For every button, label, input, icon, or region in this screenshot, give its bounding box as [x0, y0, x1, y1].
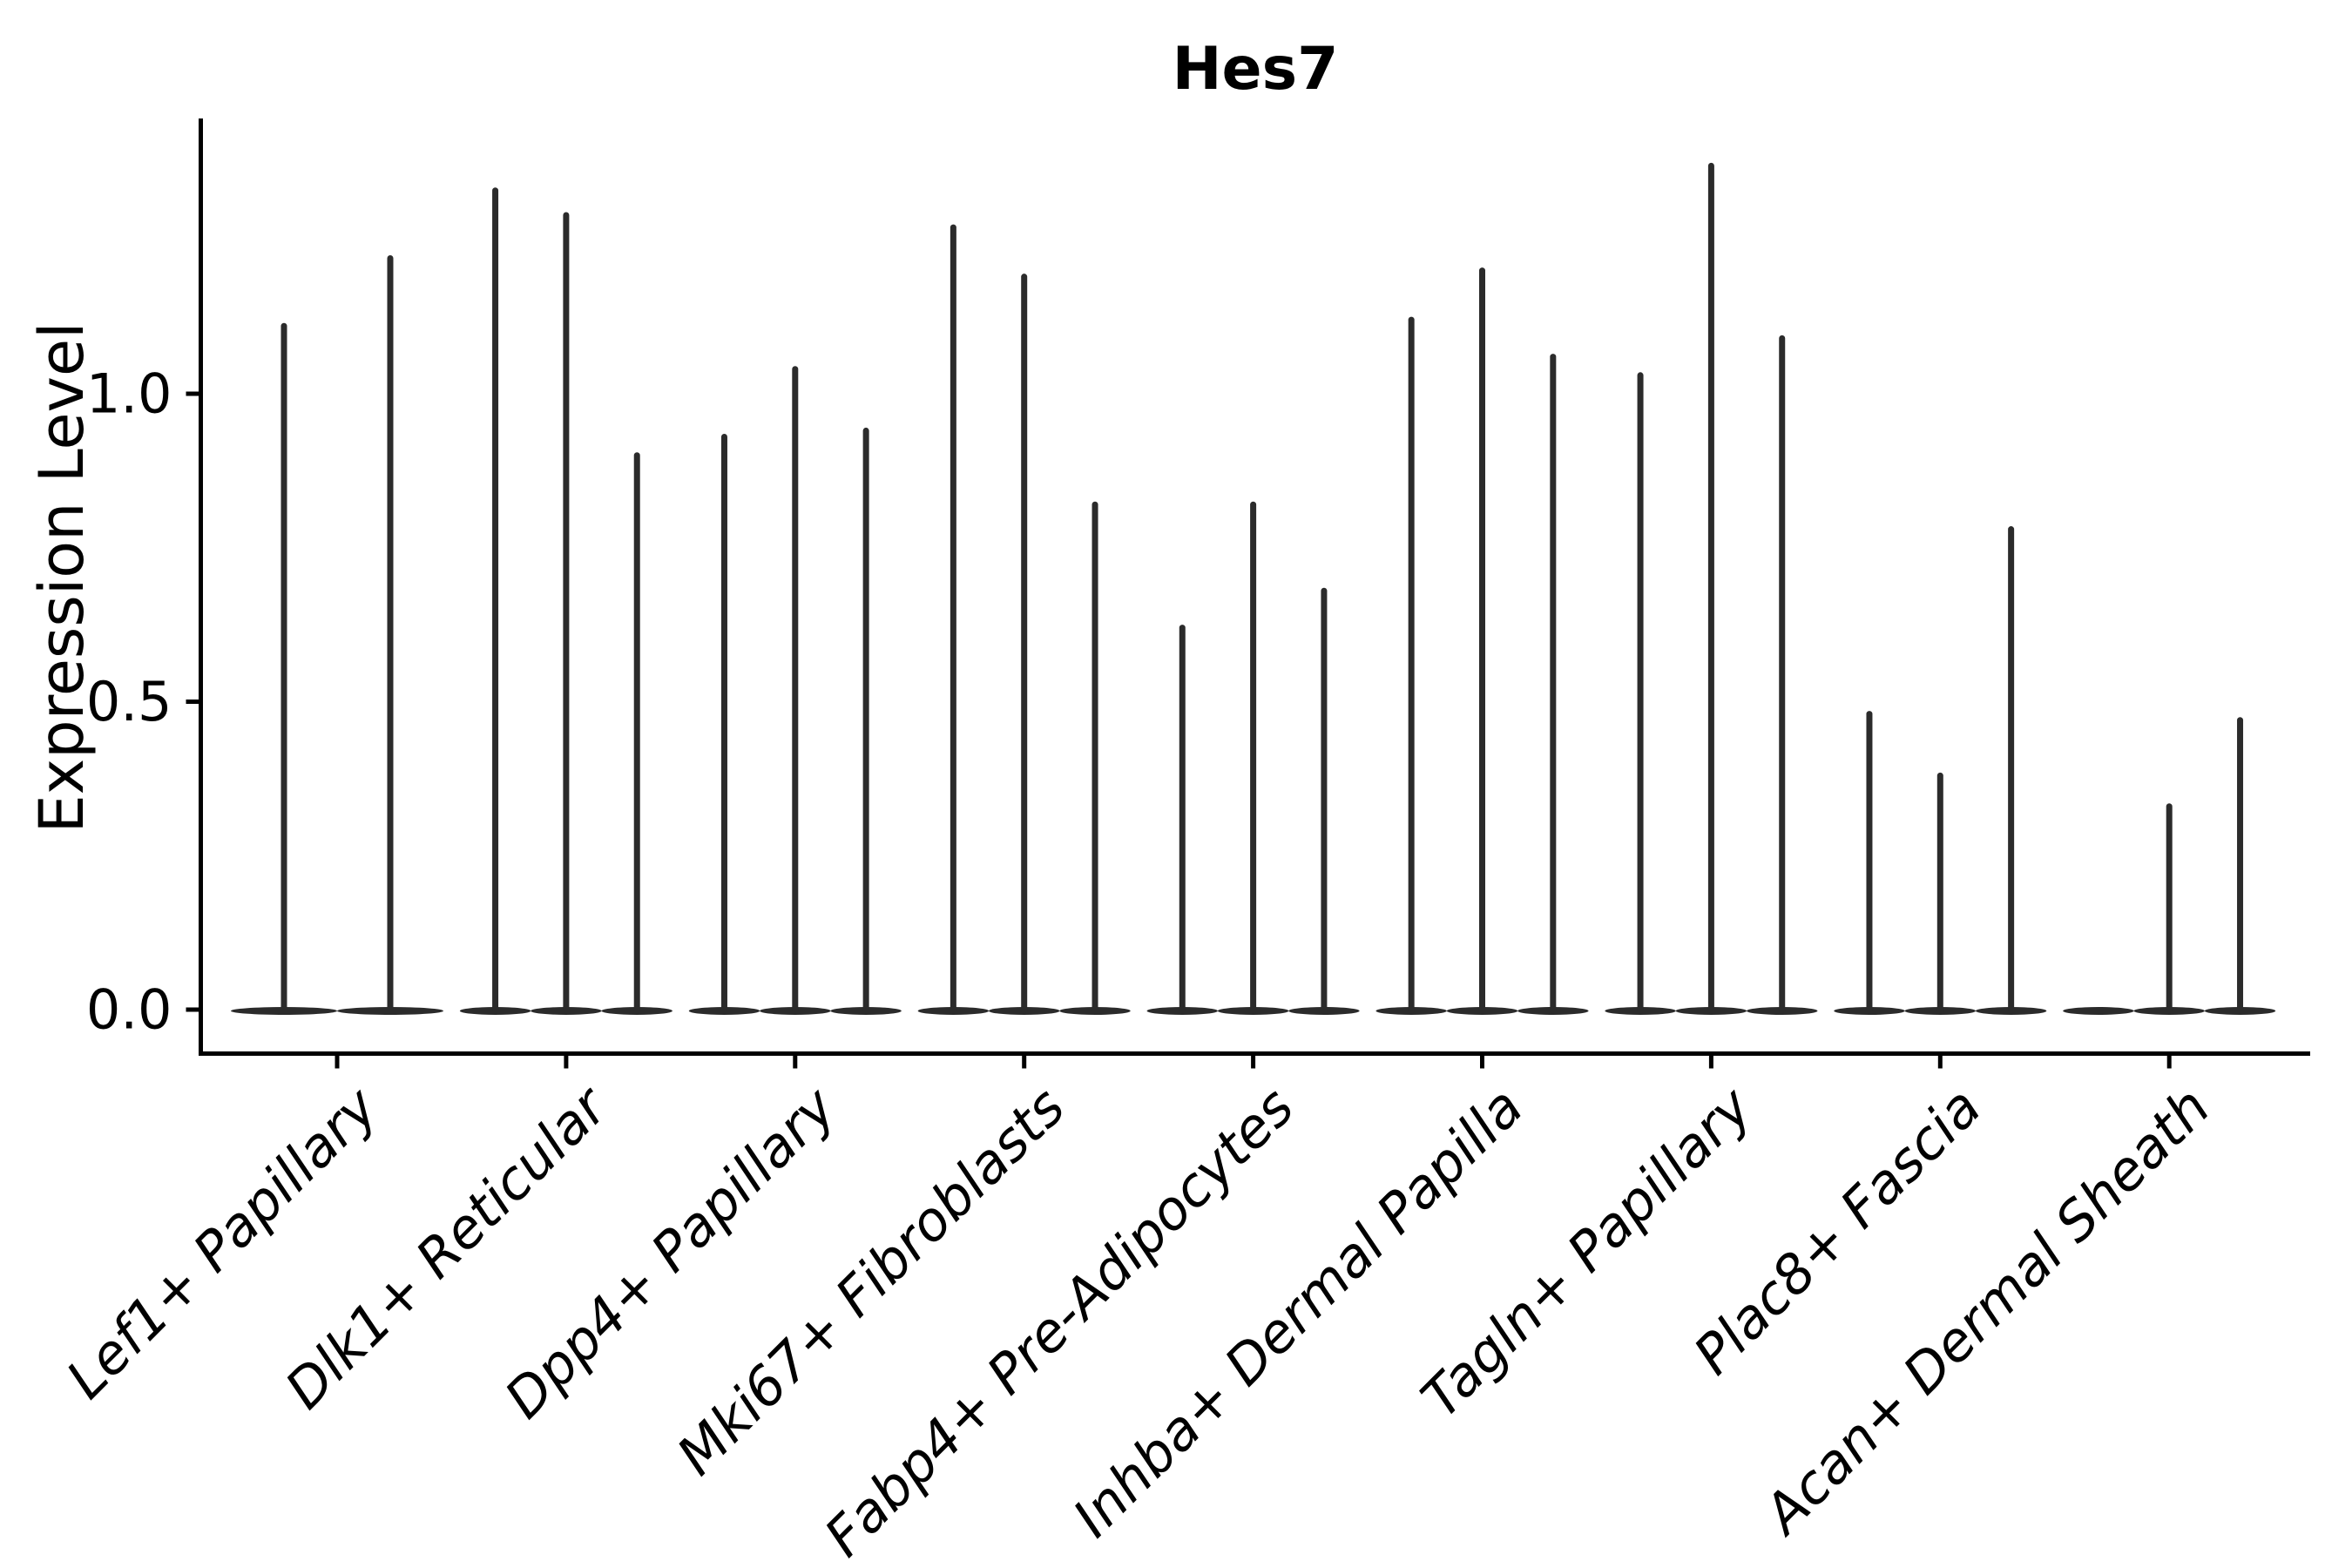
y-axis-label: Expression Level: [26, 321, 98, 834]
y-tick-label: 0.0: [86, 978, 172, 1042]
x-tick-label: Mki67+ Fibroblasts: [665, 1075, 1077, 1487]
chart-title: Hes7: [1172, 35, 1339, 104]
violin-body: [2063, 1007, 2134, 1015]
y-tick-label: 0.5: [86, 670, 172, 733]
y-tick-label: 1.0: [86, 362, 172, 426]
x-tick-label: Fabp4+ Pre-Adipocytes: [812, 1075, 1306, 1568]
x-tick-label: Inhba+ Dermal Papilla: [1061, 1075, 1535, 1549]
x-tick-label: Acan+ Dermal Sheath: [1749, 1075, 2222, 1548]
